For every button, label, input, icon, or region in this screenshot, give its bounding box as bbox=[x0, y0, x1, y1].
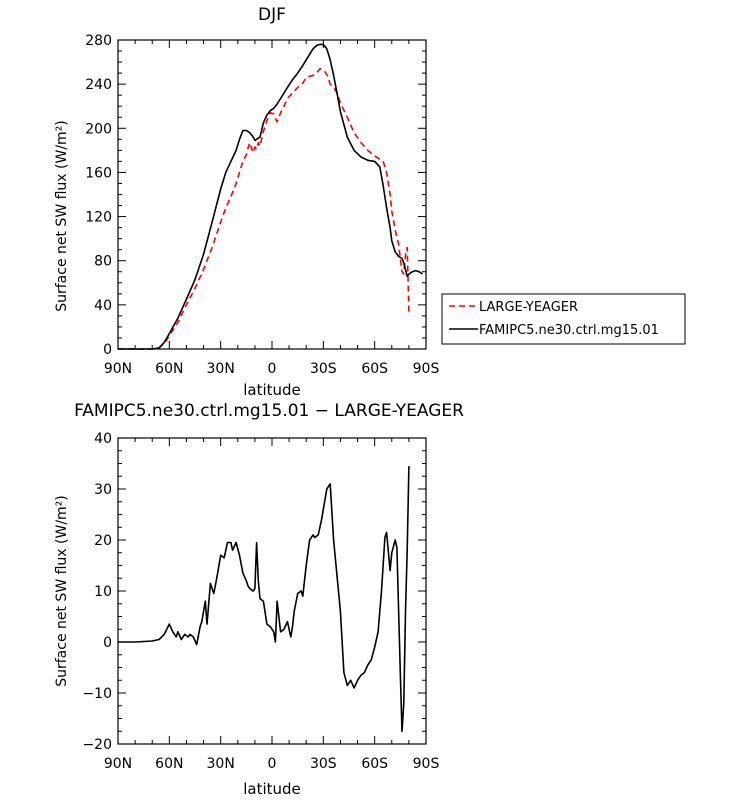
bottom-x-tick-label: 90S bbox=[413, 756, 440, 772]
top-x-tick-label: 90N bbox=[104, 361, 132, 377]
top-x-tick-label: 30S bbox=[310, 361, 337, 377]
legend-box bbox=[441, 293, 686, 345]
top-x-tick-label: 0 bbox=[268, 361, 277, 377]
bottom-x-axis-label: latitude bbox=[243, 780, 301, 798]
top-y-tick-label: 200 bbox=[85, 121, 112, 137]
bottom-y-tick-label: −10 bbox=[82, 686, 112, 702]
bottom-x-tick-label: 30N bbox=[207, 756, 235, 772]
top-series-line-large-yeager bbox=[118, 67, 410, 350]
top-y-tick-label: 80 bbox=[94, 254, 112, 270]
top-y-tick-label: 160 bbox=[85, 165, 112, 181]
bottom-x-tick-label: 90N bbox=[104, 756, 132, 772]
top-series-line-famipc5-ne30-ctrl-mg15-01 bbox=[118, 43, 424, 350]
legend: LARGE-YEAGER FAMIPC5.ne30.ctrl.mg15.01 bbox=[441, 293, 686, 345]
top-y-axis-label: Surface net SW flux (W/m²) bbox=[54, 120, 70, 312]
bottom-chart-title: FAMIPC5.ne30.ctrl.mg15.01 − LARGE-YEAGER bbox=[74, 401, 464, 421]
bottom-y-tick-label: 0 bbox=[103, 635, 112, 651]
top-chart-title: DJF bbox=[258, 5, 286, 25]
bottom-x-tick-label: 30S bbox=[310, 756, 337, 772]
top-panel: DJF 0 40 80 120 160 200 240 280 90N 60N 30N 0 30S 60… bbox=[54, 5, 686, 399]
top-y-tick-label: 40 bbox=[94, 298, 112, 314]
top-x-tick-label: 30N bbox=[207, 361, 235, 377]
top-y-tick-label: 120 bbox=[85, 210, 112, 226]
top-y-tick-label: 0 bbox=[103, 342, 112, 358]
top-y-tick-label: 240 bbox=[85, 77, 112, 93]
legend-label-famipc5: FAMIPC5.ne30.ctrl.mg15.01 bbox=[479, 323, 659, 338]
legend-label-large-yeager: LARGE-YEAGER bbox=[479, 300, 578, 315]
bottom-x-tick-label: 0 bbox=[268, 756, 277, 772]
bottom-x-tick-label: 60S bbox=[361, 756, 388, 772]
top-x-tick-label: 90S bbox=[413, 361, 440, 377]
top-plot-frame bbox=[117, 39, 427, 350]
bottom-x-tick-label: 60N bbox=[155, 756, 183, 772]
bottom-y-tick-label: 40 bbox=[94, 431, 112, 447]
bottom-y-tick-label: 20 bbox=[94, 533, 112, 549]
top-x-axis-label: latitude bbox=[243, 381, 301, 399]
top-x-tick-label: 60S bbox=[361, 361, 388, 377]
top-x-tick-label: 60N bbox=[155, 361, 183, 377]
bottom-y-axis-label: Surface net SW flux (W/m²) bbox=[54, 495, 70, 687]
bottom-y-tick-label: 30 bbox=[94, 482, 112, 498]
bottom-plot-frame bbox=[117, 437, 427, 745]
top-y-tick-label: 280 bbox=[85, 33, 112, 49]
bottom-series-line-series-0 bbox=[118, 466, 410, 733]
bottom-panel: FAMIPC5.ne30.ctrl.mg15.01 − LARGE-YEAGER… bbox=[54, 401, 464, 798]
bottom-y-tick-label: 10 bbox=[94, 584, 112, 600]
bottom-y-tick-label: −20 bbox=[82, 737, 112, 753]
